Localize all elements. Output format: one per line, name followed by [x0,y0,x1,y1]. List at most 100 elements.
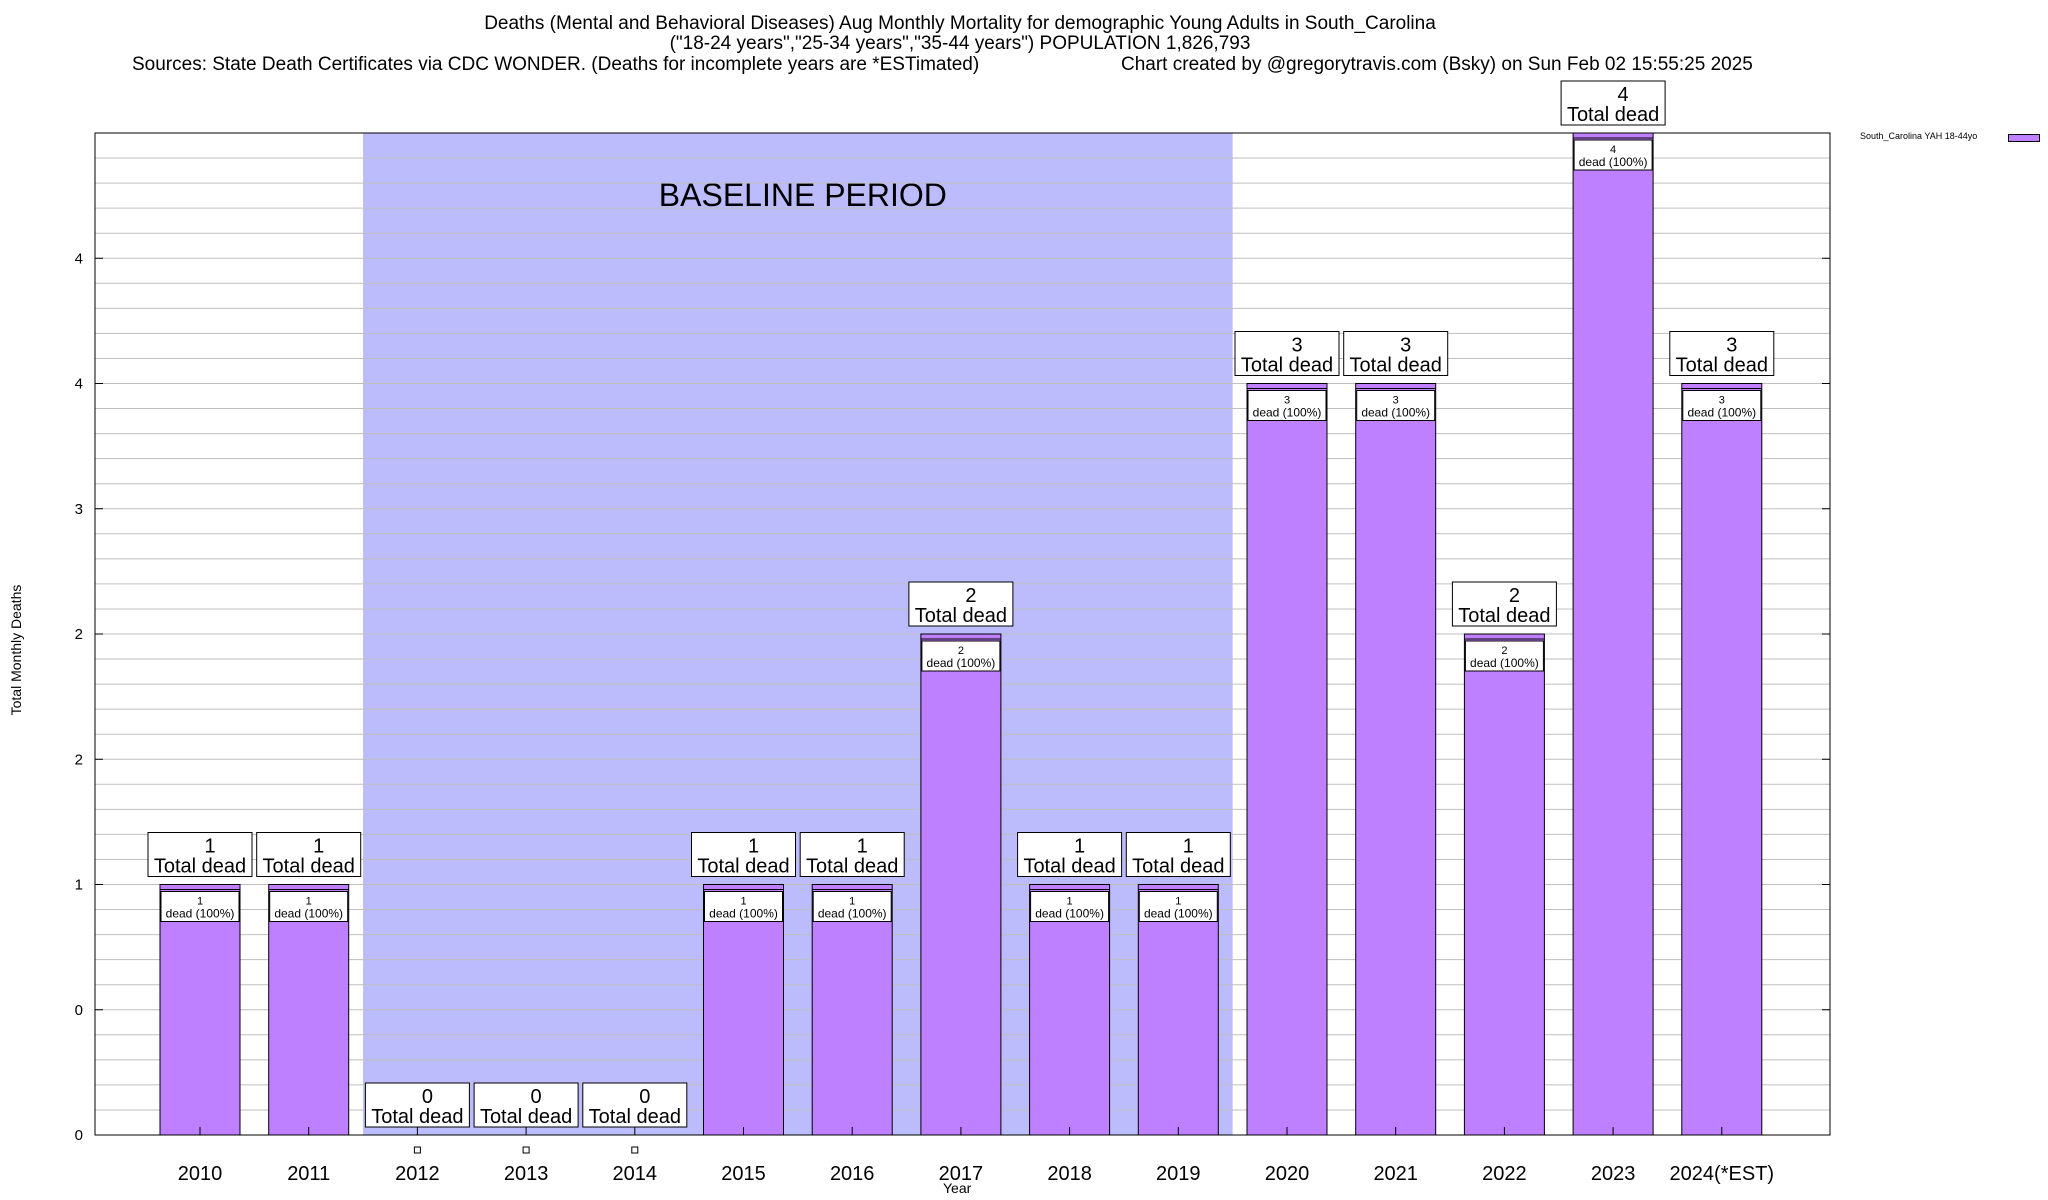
total-label-text: Total dead [1676,355,1768,377]
inner-label-value: 3 [1393,395,1399,407]
inner-label-text: dead (100%) [1361,406,1430,420]
chart-credit: Chart created by @gregorytravis.com (Bsk… [1121,54,1753,75]
x-tick-label: 2022 [1482,1163,1527,1185]
inner-label-text: dead (100%) [1253,406,1322,420]
total-label-box [1017,832,1123,877]
y-tick-label: 0 [75,1002,83,1019]
total-label-value: 4 [1618,84,1629,106]
inner-label-value: 2 [958,645,964,657]
total-label-box [691,832,796,877]
zero-marker [413,1146,421,1154]
total-label-value: 1 [313,836,324,858]
total-label-text: Total dead [1023,856,1115,878]
x-axis-label: Year [943,1180,972,1196]
total-label-value: 2 [1509,585,1520,607]
total-label-value: 0 [422,1086,433,1108]
bar [1681,383,1763,1136]
chart-subtitle: ("18-24 years","25-34 years","35-44 year… [669,33,1251,54]
inner-label-value: 1 [1175,896,1181,908]
bar [920,633,1002,1136]
total-label-text: Total dead [915,605,1007,627]
inner-label-text: dead (100%) [927,656,996,670]
total-label-value: 1 [748,836,759,858]
inner-label-value: 3 [1719,395,1725,407]
x-tick-label: 2018 [1047,1163,1092,1185]
inner-label-value: 4 [1610,144,1616,156]
total-label-box [799,832,905,877]
total-label-text: Total dead [1350,355,1442,377]
inner-label-box [269,891,349,922]
chart-sources: Sources: State Death Certificates via CD… [132,54,980,75]
total-label-text: Total dead [1241,355,1333,377]
inner-label-text: dead (100%) [818,907,887,921]
inner-label-text: dead (100%) [709,907,778,921]
bar [1355,383,1437,1136]
inner-label-box [1464,640,1544,672]
x-tick-label: 2012 [395,1163,440,1185]
total-label-box [256,832,362,877]
inner-label-box [921,640,1001,672]
total-label-text: Total dead [697,856,789,878]
inner-label-box [704,891,783,922]
total-label-box [1560,80,1666,126]
bar [268,884,350,1136]
y-tick-label: 2 [75,751,83,768]
total-label-value: 3 [1726,335,1737,357]
total-label-value: 0 [531,1086,542,1108]
y-tick-label: 2 [75,626,83,643]
bar [1137,884,1219,1136]
bar [1029,884,1111,1136]
x-tick-label: 2010 [178,1163,223,1185]
total-label-box [1343,331,1449,376]
total-label-box [473,1082,579,1128]
total-label-box [147,832,253,877]
total-label-value: 1 [1183,836,1194,858]
bar [1572,132,1654,1136]
inner-label-box [1030,891,1110,922]
x-tick-label: 2020 [1265,1163,1310,1185]
zero-marker [522,1146,530,1154]
inner-label-text: dead (100%) [1035,907,1104,921]
zero-marker [631,1146,639,1154]
inner-label-text: dead (100%) [166,907,235,921]
inner-label-box [812,891,892,922]
baseline-period-label: BASELINE PERIOD [659,177,947,213]
inner-label-text: dead (100%) [1470,656,1539,670]
x-tick-label: 2017 [939,1163,984,1185]
total-label-value: 1 [857,836,868,858]
total-label-box [364,1082,470,1128]
x-tick-label: 2015 [721,1163,766,1185]
total-label-value: 2 [965,585,976,607]
y-tick-label: 1 [75,877,83,894]
inner-label-value: 1 [740,896,746,908]
x-tick-label: 2021 [1373,1163,1418,1185]
inner-label-box [1356,390,1436,421]
inner-label-value: 1 [849,896,855,908]
inner-label-value: 3 [1284,395,1290,407]
total-label-value: 0 [639,1086,650,1108]
inner-label-box [1247,390,1327,421]
bar [1246,383,1328,1136]
x-tick-label: 2013 [504,1163,549,1185]
total-label-text: Total dead [589,1106,681,1128]
y-tick-label: 4 [75,250,83,267]
inner-label-box [1573,139,1653,171]
x-tick-label: 2019 [1156,1163,1201,1185]
plot-border [94,132,1831,1136]
inner-label-box [160,891,240,922]
inner-label-text: dead (100%) [1579,155,1648,169]
inner-label-text: dead (100%) [1144,907,1213,921]
inner-label-box [1682,390,1762,421]
total-label-text: Total dead [480,1106,572,1128]
inner-label-box [1138,891,1218,922]
total-label-value: 1 [204,836,215,858]
total-label-box [908,581,1014,627]
inner-label-value: 1 [1067,896,1073,908]
total-label-value: 1 [1074,836,1085,858]
legend-swatch [2008,134,2040,142]
chart-title: Deaths (Mental and Behavioral Diseases) … [484,13,1436,34]
total-label-text: Total dead [1458,605,1550,627]
inner-label-text: dead (100%) [274,907,343,921]
total-label-text: Total dead [371,1106,463,1128]
